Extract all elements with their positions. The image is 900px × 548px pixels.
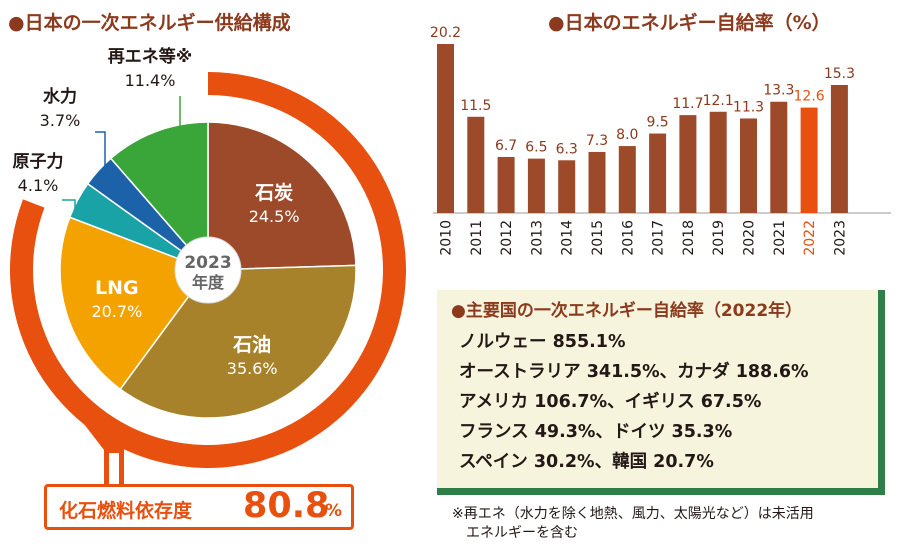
bar	[527, 158, 545, 213]
bar-value-label: 11.3	[733, 99, 764, 115]
bar-year-label: 2014	[560, 220, 576, 256]
bar-value-label: 7.3	[586, 133, 608, 149]
bar-value-label: 13.3	[763, 83, 794, 99]
pie-leader-line	[62, 199, 76, 213]
bar-year-label: 2021	[772, 220, 788, 256]
pie-center-unit: 年度	[192, 273, 225, 292]
pie-slice-name: 原子力	[13, 151, 64, 172]
bar-year-label: 2012	[499, 220, 515, 256]
pie-slice-value: 24.5%	[249, 207, 300, 226]
bar-value-label: 8.0	[616, 127, 638, 143]
pie-slice-value: 20.7%	[91, 302, 142, 321]
bar	[830, 84, 848, 213]
bar	[588, 151, 606, 213]
bar	[800, 107, 818, 213]
bar-year-label: 2011	[469, 220, 485, 256]
pie-slice-name: 再エネ等※	[108, 46, 193, 67]
bar	[709, 111, 727, 213]
footnote-line-1: ※再エネ（水力を除く地熱、風力、太陽光など）は未活用	[452, 506, 814, 522]
bar-year-label: 2023	[832, 220, 848, 256]
bar-year-label: 2020	[742, 220, 758, 256]
pie-center-hole	[174, 236, 242, 304]
bar	[740, 118, 757, 213]
pie-center-year: 2023	[184, 253, 231, 273]
bar-year-label: 2016	[620, 220, 636, 256]
bar-value-label: 6.5	[525, 140, 547, 156]
pie-slice	[119, 264, 357, 419]
bar-value-label: 11.7	[672, 96, 703, 112]
bar	[497, 156, 515, 213]
fossil-ring-pointer-inner	[109, 453, 119, 488]
fossil-dependency-unit: %	[325, 501, 343, 521]
bar-value-label: 6.3	[556, 141, 578, 157]
pie-slice-name: LNG	[95, 277, 139, 299]
pie-slice-value: 4.1%	[18, 176, 59, 195]
country-line: スペイン 30.2%、韓国 20.7%	[459, 452, 714, 472]
pie-slice-name: 石炭	[254, 182, 293, 204]
bar	[679, 115, 697, 213]
bar-year-label: 2013	[529, 220, 545, 256]
pie-slice-value: 35.6%	[227, 359, 278, 378]
country-line: オーストラリア 341.5%、カナダ 188.6%	[459, 362, 809, 382]
fossil-dependency-box: 化石燃料依存度 80.8 %	[44, 484, 354, 530]
self-sufficiency-bar-chart: 20.2 2010 11.5 2011 6.7 2012 6.5 2013 6.3 2014 7.3…	[430, 25, 891, 256]
bar-value-label: 15.3	[824, 66, 855, 82]
country-line: ノルウェー 855.1%	[459, 332, 626, 352]
fossil-dependency-value: 80.8	[243, 486, 330, 526]
pie-slice-name: 水力	[43, 86, 77, 107]
country-line: フランス 49.3%、ドイツ 35.3%	[459, 422, 733, 442]
bar-year-label: 2019	[711, 220, 727, 256]
bar-value-label: 20.2	[430, 25, 461, 41]
footnote: ※再エネ（水力を除く地熱、風力、太陽光など）は未活用 エネルギーを含む	[452, 505, 814, 543]
bar	[618, 146, 636, 213]
bar	[558, 160, 576, 213]
bar-year-label: 2015	[590, 220, 606, 256]
bar	[770, 101, 788, 213]
major-countries-title: ●主要国の一次エネルギー自給率（2022年）	[451, 301, 803, 321]
bar-year-label: 2022	[802, 220, 818, 256]
pie-leader-line	[95, 131, 106, 172]
country-line: アメリカ 106.7%、イギリス 67.5%	[459, 392, 762, 412]
pie-slice	[59, 216, 210, 391]
major-countries-box: ●主要国の一次エネルギー自給率（2022年） ノルウェー 855.1% オースト…	[437, 290, 885, 495]
bar-value-label: 12.6	[794, 89, 825, 105]
bar-year-label: 2010	[439, 220, 455, 256]
pie-slice	[207, 121, 357, 271]
pie-slice-value: 11.4%	[125, 71, 176, 90]
pie-slice-name: 石油	[232, 334, 271, 356]
bar	[649, 133, 667, 213]
bar	[437, 44, 454, 213]
pie-slice	[109, 121, 209, 273]
bar-value-label: 11.5	[460, 98, 491, 114]
bar-value-label: 9.5	[646, 115, 668, 131]
bar	[467, 116, 485, 213]
bar-chart-title: ●日本のエネルギー自給率（%）	[548, 12, 831, 34]
fossil-dependency-label: 化石燃料依存度	[59, 500, 193, 522]
bar-value-label: 12.1	[703, 93, 734, 109]
bar-year-label: 2018	[681, 220, 697, 256]
bar-value-label: 6.7	[495, 138, 517, 154]
major-countries-list: ノルウェー 855.1% オーストラリア 341.5%、カナダ 188.6% ア…	[459, 327, 809, 477]
footnote-line-2: エネルギーを含む	[466, 525, 578, 541]
pie-slice-value: 3.7%	[40, 111, 81, 130]
pie-chart-title: ●日本の一次エネルギー供給構成	[8, 12, 291, 34]
bar-year-label: 2017	[651, 220, 667, 256]
